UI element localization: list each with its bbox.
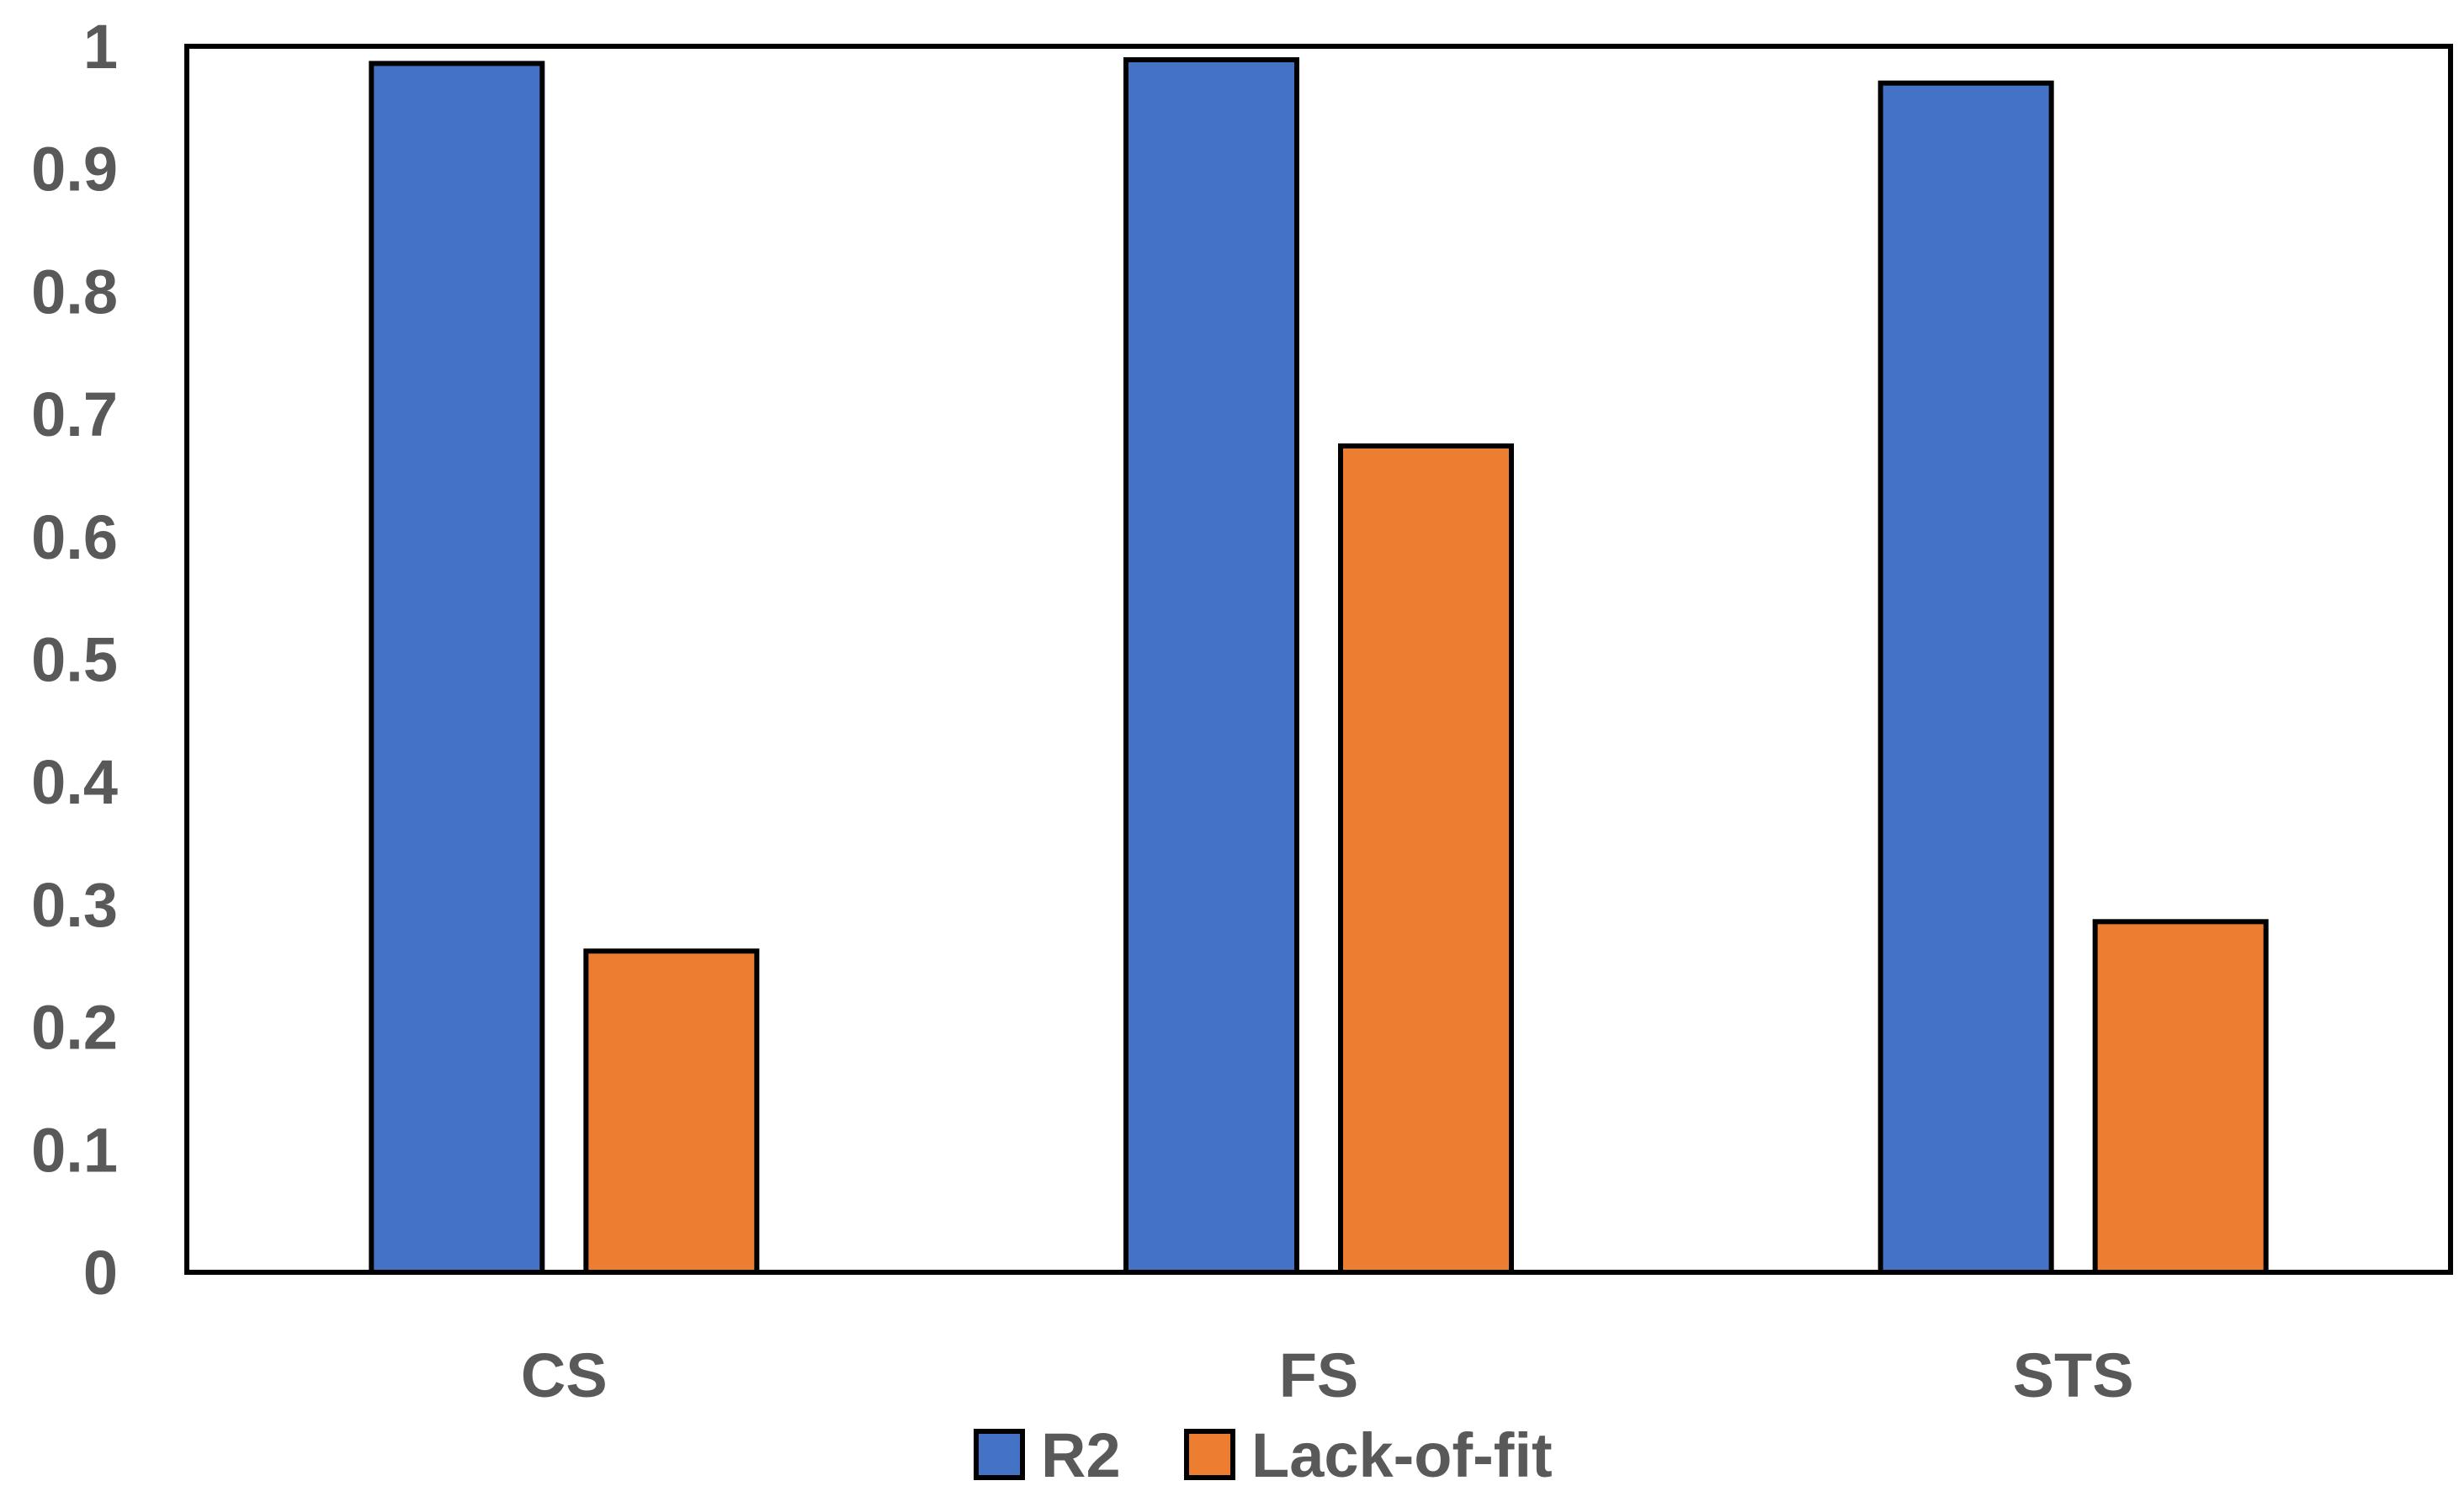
bar-lack-of-fit-fs [1338,443,1514,1275]
bar-r2-fs [1123,57,1299,1276]
x-tick-label-sts: STS [2013,1340,2134,1410]
legend-swatch-r2 [974,1429,1025,1480]
bar-r2-cs [369,61,545,1276]
y-tick-label: 0.8 [31,257,118,326]
y-tick-label: 0.6 [31,502,118,572]
y-tick-label: 1 [83,12,118,82]
legend-label-lack-of-fit: Lack-of-fit [1251,1420,1553,1490]
y-tick-label: 0.4 [31,747,118,817]
y-tick-label: 0.3 [31,870,118,940]
bar-lack-of-fit-cs [583,948,760,1275]
y-tick-label: 0.1 [31,1115,118,1185]
plot-frame [184,44,2453,1275]
legend-swatch-lack-of-fit [1184,1429,1235,1480]
y-axis-tick-labels: 0 0.1 0.2 0.3 0.4 0.5 0.6 0.7 0.8 0.9 1 [31,12,118,1308]
y-tick-label: 0.2 [31,993,118,1063]
bar-r2-sts [1877,80,2054,1276]
y-tick-label: 0.9 [31,135,118,204]
x-tick-label-fs: FS [1279,1340,1359,1410]
x-tick-label-cs: CS [521,1340,608,1410]
legend-label-r2: R2 [1041,1420,1121,1490]
bars-layer [369,57,2269,1276]
legend: R2 Lack-of-fit [974,1420,1553,1490]
x-axis-category-labels: CS FS STS [521,1340,2134,1410]
y-tick-label: 0 [83,1238,118,1308]
y-tick-label: 0.5 [31,625,118,695]
y-tick-label: 0.7 [31,379,118,449]
bar-lack-of-fit-sts [2092,919,2269,1275]
